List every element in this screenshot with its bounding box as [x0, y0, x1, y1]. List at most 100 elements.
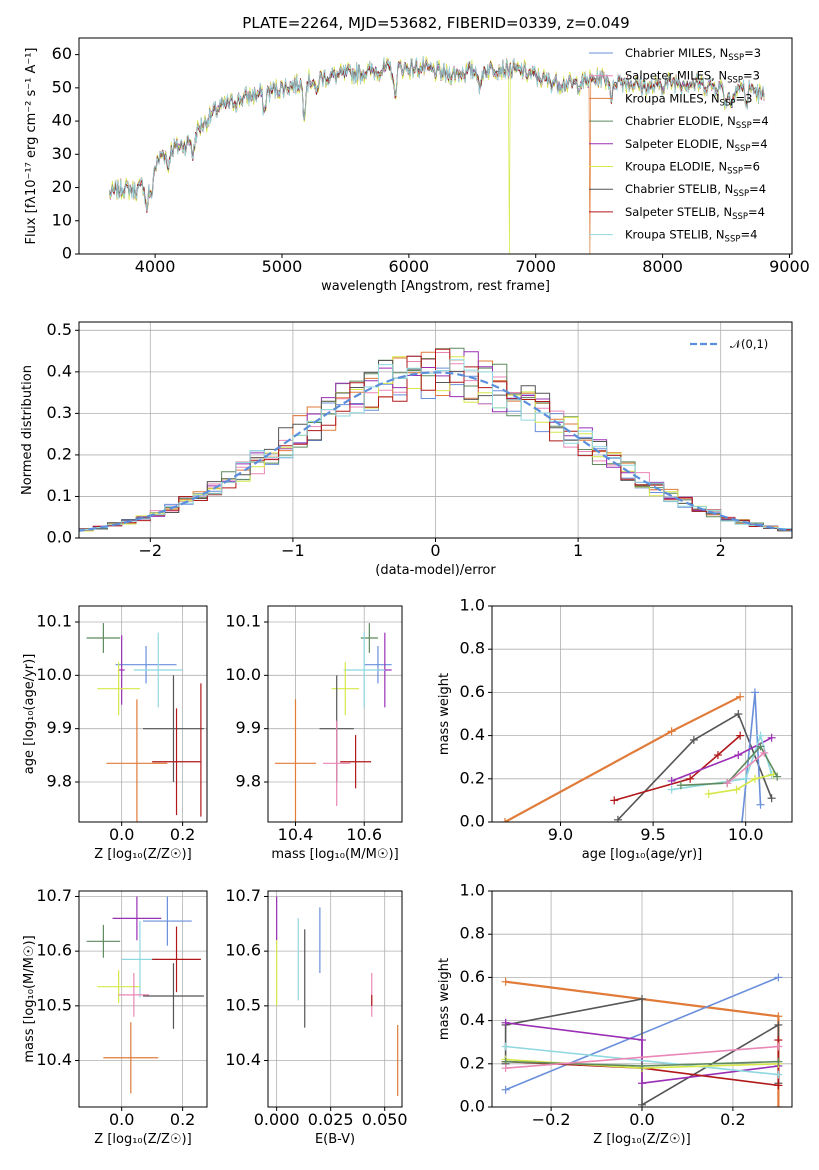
- y-tick-label: 0.4: [47, 361, 72, 380]
- legend-entry: Kroupa ELODIE, NSSP=6: [625, 160, 760, 177]
- y-tick-label: 10.1: [36, 612, 72, 631]
- x-tick-label: 0.050: [362, 1110, 408, 1129]
- x-tick-label: 4000: [135, 257, 176, 276]
- axes-frame: [267, 890, 403, 1108]
- lines-area: [500, 688, 782, 822]
- y-tick-label: 0.0: [47, 528, 72, 547]
- axes-residuals: −2 −1 0 1 2 0.0 0.1 0.2 0.3 0.4 0.5 (data-model)/er…: [20, 320, 793, 578]
- x-tick-label: 8000: [642, 257, 683, 276]
- legend-entry: Salpeter ELODIE, NSSP=4: [625, 137, 768, 154]
- gaussian-curve: [79, 371, 792, 532]
- x-tick-label: 0.025: [308, 1110, 354, 1129]
- legend-entry: Salpeter MILES, NSSP=3: [625, 69, 760, 86]
- x-axis-label: (data-model)/error: [375, 563, 496, 578]
- y-tick-label: 10.0: [225, 665, 261, 684]
- legend-entry: 𝒩(0,1): [730, 337, 768, 351]
- series-line: [680, 745, 778, 787]
- x-tick-label: 5000: [262, 257, 303, 276]
- x-axis-label: Z [log₁₀(Z/Z☉)]: [593, 1132, 690, 1147]
- x-tick-label: 6000: [388, 257, 429, 276]
- y-tick-label: 10.0: [36, 665, 72, 684]
- spectrum-line: [109, 55, 765, 254]
- series-line: [671, 732, 773, 791]
- x-tick-label: 0.2: [170, 1110, 195, 1129]
- x-tick-label: 9.0: [548, 825, 573, 844]
- axes-frame: [267, 605, 403, 823]
- y-tick-label: 0.8: [460, 639, 485, 658]
- y-tick-label: 40: [52, 111, 72, 130]
- series-line: [504, 695, 741, 822]
- y-tick-label: 1.0: [460, 596, 485, 615]
- y-tick-label: 0.4: [460, 1010, 485, 1029]
- x-axis-label: wavelength [Angstrom, rest frame]: [321, 279, 550, 294]
- series-line: [613, 734, 741, 802]
- y-tick-label: 0.2: [460, 768, 485, 787]
- y-tick-label: 10.7: [225, 886, 261, 905]
- y-tick-label: 20: [52, 177, 72, 196]
- axes-spectrum: 4000 5000 6000 7000 8000 9000 0 10 20 30 40 50 60 wav…: [24, 37, 810, 294]
- series-line: [726, 752, 765, 784]
- y-tick-label: 10.6: [225, 941, 261, 960]
- spectrum-line: [109, 56, 765, 254]
- x-tick-label: 0.0: [109, 825, 134, 844]
- y-tick-label: 0.3: [47, 403, 72, 422]
- y-axis-label: mass weight: [437, 673, 452, 755]
- points-area: [276, 896, 399, 1097]
- x-tick-label: 1: [573, 541, 583, 560]
- x-axis-label: E(B-V): [315, 1132, 355, 1147]
- y-axis-label: mass weight: [437, 958, 452, 1040]
- x-tick-label: 9.5: [640, 825, 665, 844]
- y-tick-label: 0.8: [460, 924, 485, 943]
- legend-entry: Salpeter STELIB, NSSP=4: [625, 205, 765, 222]
- y-tick-label: 0.6: [460, 967, 485, 986]
- points-area: [86, 623, 204, 822]
- y-tick-label: 10: [52, 210, 72, 229]
- axes-frame: [78, 890, 208, 1108]
- y-axis-label: Normed distribution: [20, 365, 35, 495]
- axes-age-mass: 10.4 10.6 9.8 9.9 10.0 10.1 mass [log₁₀(M/M☉)]: [225, 605, 403, 862]
- y-axis-label: Flux [fλ10⁻¹⁷ erg cm⁻² s⁻¹ A⁻¹]: [24, 48, 39, 245]
- y-tick-label: 10.4: [225, 1050, 261, 1069]
- y-tick-label: 0.5: [47, 320, 72, 339]
- y-tick-label: 0.0: [460, 812, 485, 831]
- x-tick-label: 0: [430, 541, 440, 560]
- x-tick-label: 0.0: [629, 1110, 654, 1129]
- y-tick-label: 0: [62, 244, 72, 263]
- axes-mass-metallicity: 0.0 0.2 10.4 10.5 10.6 10.7 Z [log₁₀(Z/Z☉)] mas…: [22, 886, 208, 1147]
- y-tick-label: 10.5: [36, 995, 72, 1014]
- y-tick-label: 10.4: [36, 1050, 72, 1069]
- y-tick-label: 50: [52, 77, 72, 96]
- y-tick-label: 0.4: [460, 725, 485, 744]
- axes-frame: [491, 890, 793, 1108]
- y-tick-label: 9.9: [47, 718, 72, 737]
- series-line: [505, 1045, 779, 1076]
- points-area: [86, 896, 204, 1094]
- y-tick-label: 10.7: [36, 886, 72, 905]
- axes-mass-weight-vs-metallicity: −0.2 0.0 0.2 0.0 0.2 0.4 0.6 0.8 1.0 Z [log₁₀(Z/Z…: [437, 881, 793, 1147]
- x-tick-label: 10.0: [728, 825, 764, 844]
- legend-entry: Kroupa STELIB, NSSP=4: [625, 228, 757, 245]
- y-axis-label: mass [log₁₀(M/M☉)]: [22, 935, 37, 1062]
- x-tick-label: 0.2: [170, 825, 195, 844]
- x-tick-label: 10.4: [278, 825, 314, 844]
- x-tick-label: −0.2: [532, 1110, 571, 1129]
- y-tick-label: 10.5: [225, 995, 261, 1014]
- points-area: [274, 623, 392, 822]
- y-tick-label: 0.1: [47, 486, 72, 505]
- y-tick-label: 0.2: [460, 1053, 485, 1072]
- y-tick-label: 9.8: [236, 772, 261, 791]
- axes-mass-extinction: 0.000 0.025 0.050 10.4 10.5 10.6 10.7 E(B-V): [225, 886, 407, 1147]
- y-tick-label: 60: [52, 44, 72, 63]
- spectrum-area: [109, 55, 765, 254]
- x-tick-label: 0.2: [720, 1110, 745, 1129]
- x-tick-label: −2: [139, 541, 163, 560]
- y-tick-label: 10.1: [225, 612, 261, 631]
- y-axis-label: age [log₁₀(age/yr)]: [22, 654, 37, 775]
- y-tick-label: 0.6: [460, 682, 485, 701]
- x-axis-label: age [log₁₀(age/yr)]: [582, 847, 703, 862]
- axes-frame: [78, 37, 793, 255]
- x-tick-label: 0.000: [254, 1110, 300, 1129]
- y-tick-label: 1.0: [460, 881, 485, 900]
- figure-title: PLATE=2264, MJD=53682, FIBERID=0339, z=0…: [242, 14, 629, 32]
